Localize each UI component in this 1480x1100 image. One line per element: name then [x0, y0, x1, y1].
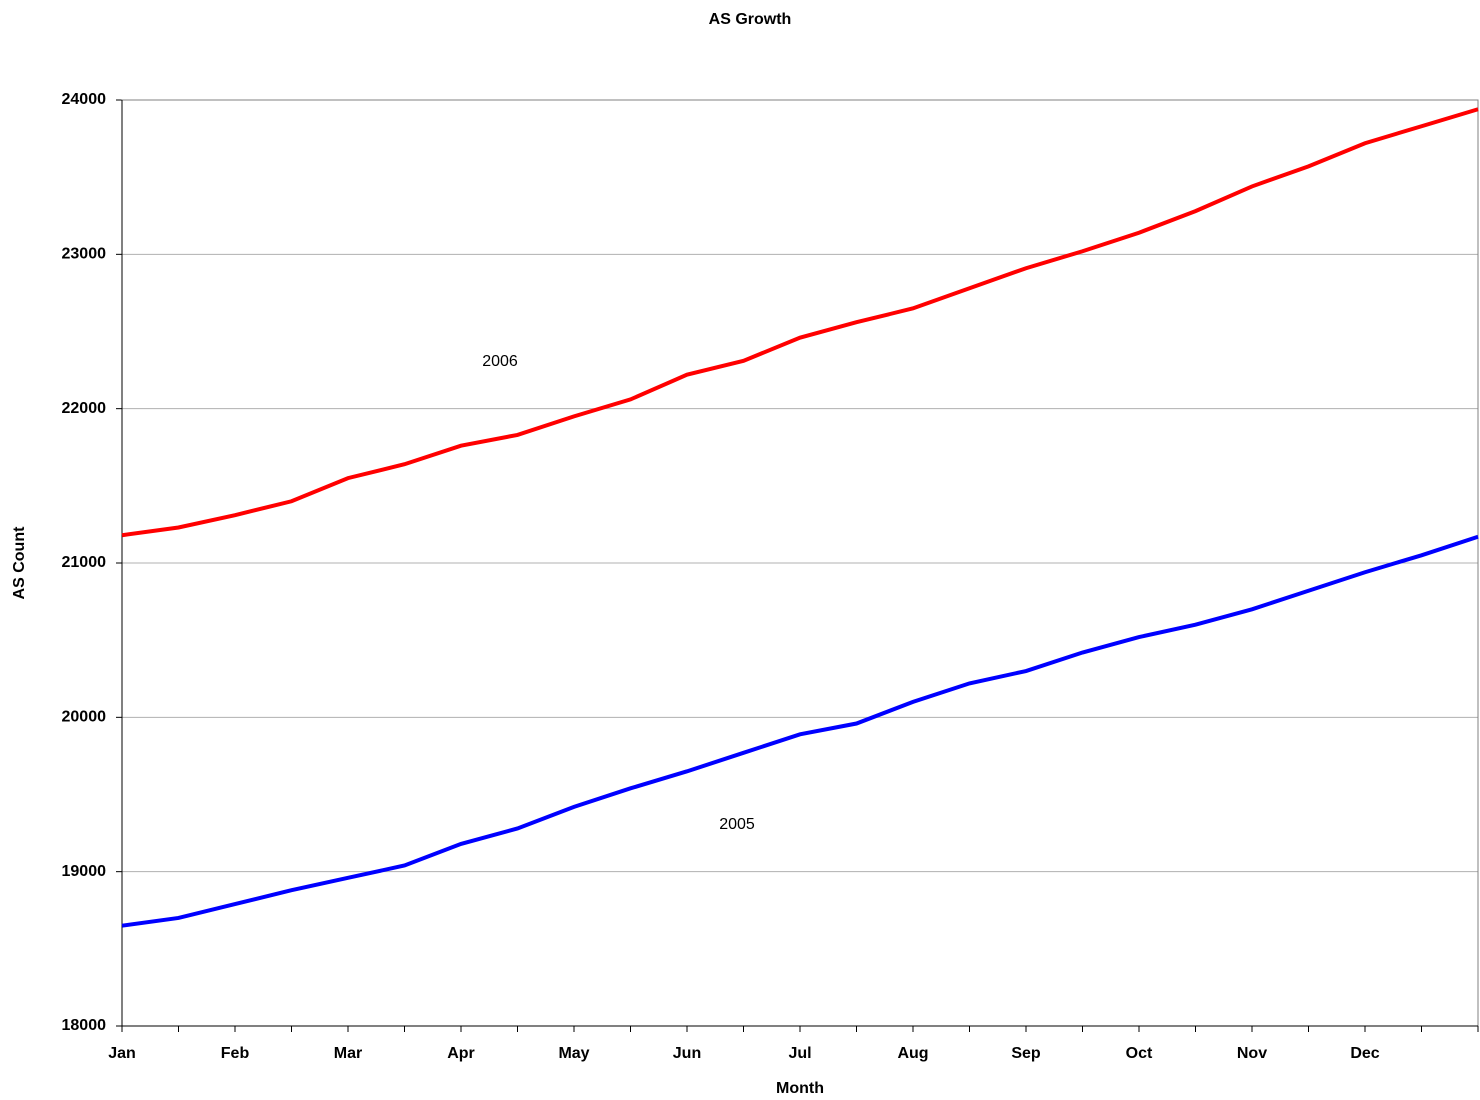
- y-tick-label: 19000: [62, 863, 107, 880]
- x-tick-label: Sep: [1011, 1045, 1041, 1062]
- x-tick-label: Jun: [673, 1045, 701, 1062]
- series-line: [121, 107, 1479, 538]
- y-tick-label: 21000: [62, 554, 107, 571]
- chart-title: AS Growth: [709, 11, 792, 28]
- y-axis-label: AS Count: [11, 526, 28, 600]
- series-line: [121, 534, 1479, 928]
- y-tick-label: 23000: [62, 246, 107, 263]
- x-tick-label: Oct: [1126, 1045, 1153, 1062]
- y-tick-label: 22000: [62, 400, 107, 417]
- x-tick-label: Aug: [897, 1045, 928, 1062]
- x-tick-label: Jan: [108, 1045, 136, 1062]
- x-tick-label: Apr: [447, 1045, 475, 1062]
- x-tick-label: Mar: [334, 1045, 362, 1062]
- x-axis-label: Month: [776, 1080, 824, 1097]
- y-tick-label: 24000: [62, 91, 107, 108]
- x-tick-label: May: [558, 1045, 589, 1062]
- x-tick-label: Jul: [788, 1045, 811, 1062]
- series-annotation: 2006: [482, 353, 518, 370]
- y-tick-label: 18000: [62, 1017, 107, 1034]
- x-tick-label: Nov: [1237, 1045, 1267, 1062]
- series-annotation: 2005: [719, 816, 755, 833]
- x-tick-label: Feb: [221, 1045, 250, 1062]
- x-tick-label: Dec: [1350, 1045, 1379, 1062]
- y-tick-label: 20000: [62, 709, 107, 726]
